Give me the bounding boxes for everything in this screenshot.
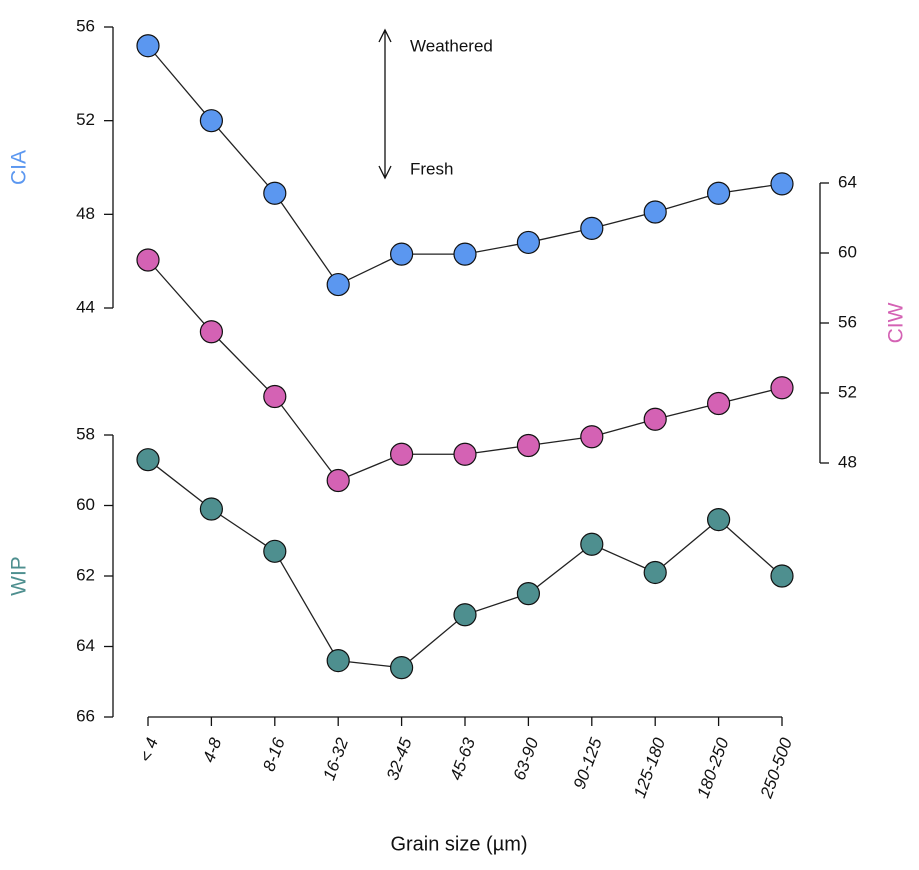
point [326, 272, 350, 297]
y-axis-label: CIW [885, 302, 908, 343]
x-tick-label: 16-32 [319, 735, 352, 783]
point [643, 200, 667, 224]
point [136, 448, 160, 472]
point [706, 181, 731, 205]
x-tick-label: 125-180 [630, 735, 669, 801]
x-tick-label: 180-250 [693, 735, 732, 801]
point [516, 230, 541, 255]
x-tick-label: 45-63 [446, 735, 479, 783]
x-tick-label: 4-8 [199, 735, 225, 765]
y-tick-label: 62 [76, 565, 95, 584]
point [453, 603, 477, 627]
y-axis-label: CIA [8, 150, 31, 185]
y-tick-label: 58 [76, 424, 95, 443]
y-tick-label: 64 [838, 172, 857, 191]
point [643, 560, 667, 585]
point [199, 497, 223, 521]
point [326, 648, 350, 673]
point [770, 376, 794, 400]
x-tick-label: 90-125 [570, 735, 606, 792]
annotation: Fresh [410, 159, 453, 178]
y-tick-label: 60 [838, 242, 857, 261]
x-axis-label: Grain size (µm) [390, 833, 527, 855]
point [263, 539, 287, 563]
point [516, 582, 541, 606]
annotation: Weathered [410, 36, 493, 55]
y-tick-label: 48 [76, 204, 95, 223]
point [390, 656, 414, 680]
y-tick-label: 66 [76, 706, 95, 725]
point [263, 384, 287, 409]
x-tick-label: 63-90 [510, 735, 543, 783]
point [580, 216, 604, 240]
point [199, 320, 223, 344]
point [199, 109, 223, 133]
x-tick-label: < 4 [136, 735, 162, 764]
point [706, 507, 731, 532]
y-tick-label: 56 [838, 312, 857, 331]
x-tick-label: 250-500 [756, 735, 796, 802]
point [770, 564, 794, 588]
point [580, 532, 604, 556]
point [453, 442, 477, 466]
point [770, 172, 794, 196]
point [136, 248, 160, 272]
point [390, 242, 414, 266]
point [390, 442, 414, 466]
x-tick-label: 8-16 [259, 735, 289, 774]
point [643, 407, 667, 431]
y-tick-label: 48 [838, 452, 857, 471]
point [706, 391, 731, 416]
series-line [147, 459, 783, 669]
y-tick-label: 44 [76, 297, 95, 316]
y-tick-label: 64 [76, 636, 95, 655]
point [516, 433, 541, 458]
x-tick-label: 32-45 [383, 735, 416, 783]
y-tick-label: 52 [76, 110, 95, 129]
arrow [378, 28, 392, 180]
y-tick-label: 52 [838, 382, 857, 401]
point [326, 468, 350, 493]
point [453, 242, 477, 266]
y-tick-label: 60 [76, 495, 95, 514]
point [263, 181, 287, 205]
y-axis-label: WIP [8, 556, 31, 596]
point [580, 425, 604, 449]
point [136, 34, 160, 58]
y-tick-label: 56 [76, 16, 95, 35]
